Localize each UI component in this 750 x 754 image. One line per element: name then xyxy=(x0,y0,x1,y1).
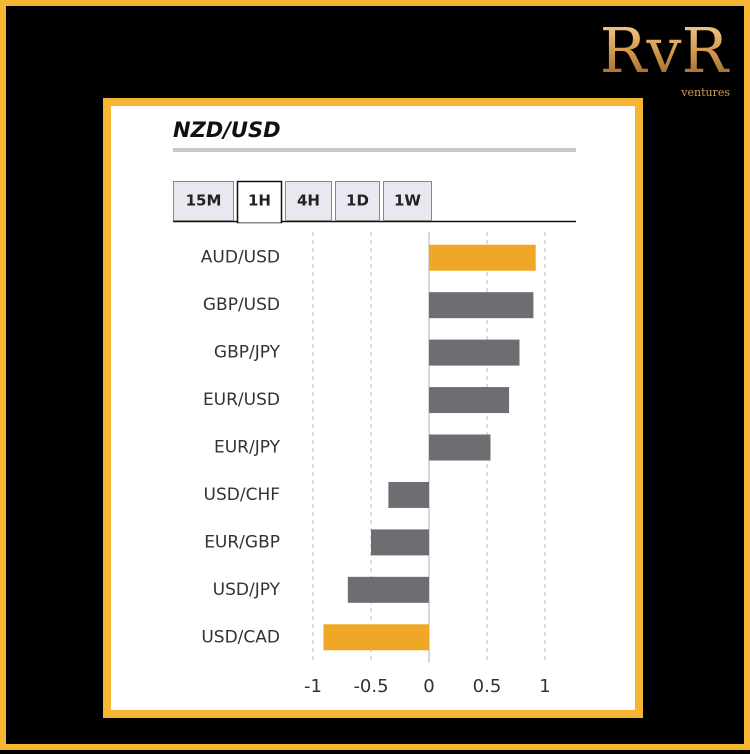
brand-name: RvR xyxy=(600,14,731,87)
tab[interactable] xyxy=(335,181,380,221)
bar xyxy=(347,576,429,603)
y-tick-label: USD/CAD xyxy=(201,627,280,647)
bar xyxy=(388,481,429,508)
chart-title: NZD/USD xyxy=(173,118,281,142)
x-tick-label: 0.5 xyxy=(473,676,502,697)
bar xyxy=(371,529,429,556)
y-tick-label: EUR/USD xyxy=(203,390,280,410)
bar xyxy=(429,292,534,319)
y-tick-label: USD/CHF xyxy=(204,485,280,505)
bar xyxy=(429,244,536,271)
x-tick-label: -1 xyxy=(304,676,322,697)
x-tick-label: -0.5 xyxy=(353,676,388,697)
y-tick-label: AUD/USD xyxy=(201,248,280,268)
y-tick-label: EUR/GBP xyxy=(204,532,280,552)
bar xyxy=(429,339,520,366)
bar xyxy=(429,434,491,461)
bar xyxy=(429,387,510,414)
x-tick-label: 0 xyxy=(423,676,434,697)
y-tick-label: EUR/JPY xyxy=(214,438,281,458)
tab[interactable] xyxy=(173,181,234,221)
y-tick-label: GBP/JPY xyxy=(214,343,281,363)
brand-tagline: ventures xyxy=(680,86,730,99)
title-underline xyxy=(173,148,576,152)
tab[interactable] xyxy=(285,181,332,221)
tab-label[interactable]: 1D xyxy=(346,192,369,210)
bar xyxy=(323,624,429,651)
y-tick-label: GBP/USD xyxy=(203,295,280,315)
tab-label[interactable]: 1H xyxy=(248,192,271,210)
tab-label[interactable]: 15M xyxy=(186,192,222,210)
tab[interactable] xyxy=(383,181,432,221)
y-tick-label: USD/JPY xyxy=(213,580,281,600)
tab-label[interactable]: 4H xyxy=(297,192,320,210)
x-tick-label: 1 xyxy=(539,676,550,697)
tab-label[interactable]: 1W xyxy=(394,192,421,210)
